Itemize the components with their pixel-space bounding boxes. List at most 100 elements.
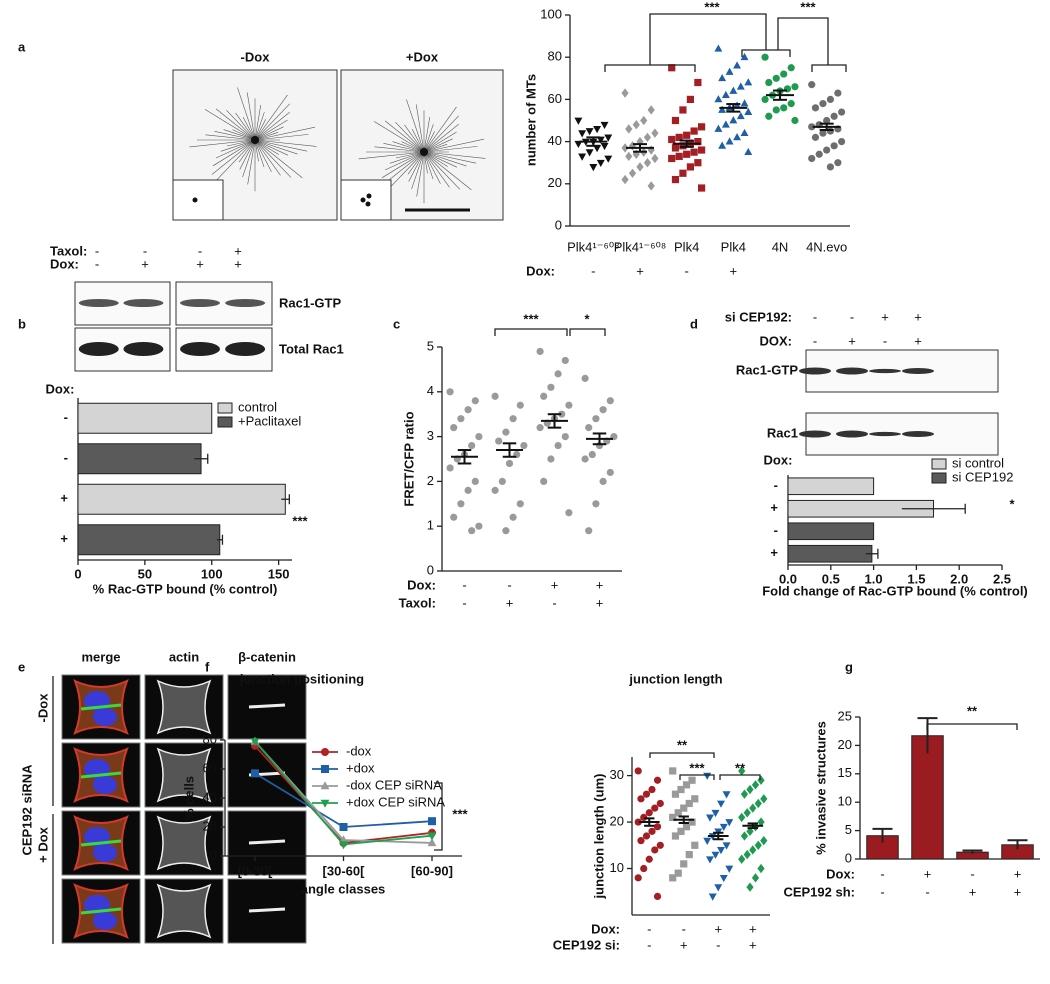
blot-condition: + — [234, 256, 242, 271]
column-label: actin — [169, 649, 199, 664]
data-point — [838, 138, 846, 146]
data-point — [634, 818, 642, 826]
inset-dot — [360, 197, 366, 203]
data-point — [688, 818, 696, 826]
data-point — [671, 144, 680, 152]
chart-title: junction length — [628, 671, 722, 686]
y-tick-label: 20 — [610, 813, 624, 828]
data-point — [760, 794, 768, 804]
condition-value: + — [1014, 866, 1022, 881]
data-point — [721, 90, 730, 99]
data-point — [585, 128, 594, 136]
data-point — [677, 827, 685, 835]
data-point — [604, 134, 613, 142]
panel-letter: b — [18, 316, 26, 331]
microtubule — [415, 104, 425, 153]
data-point — [653, 892, 662, 901]
microtubule — [242, 139, 256, 178]
data-point — [744, 78, 753, 86]
data-point — [634, 767, 642, 775]
data-point — [834, 89, 842, 97]
data-point — [760, 835, 768, 846]
y-tick-label: - — [774, 523, 778, 538]
data-point — [765, 78, 773, 87]
junction — [80, 703, 122, 711]
condition-value: + — [506, 595, 514, 610]
data-point — [744, 147, 753, 156]
blot-band — [180, 299, 220, 307]
data-point — [502, 527, 510, 535]
panel-letter: e — [18, 659, 25, 674]
blot-band — [225, 342, 266, 356]
data-point — [791, 116, 799, 125]
data-point — [698, 146, 706, 154]
data-point — [628, 141, 637, 151]
microtubule — [423, 151, 434, 180]
bar — [911, 735, 944, 860]
panel-letter: c — [393, 316, 400, 331]
data-point — [596, 136, 605, 144]
data-point — [581, 455, 589, 463]
microtubule — [423, 144, 448, 153]
microtubule — [389, 151, 425, 164]
data-point — [738, 766, 746, 776]
data-point — [648, 827, 656, 835]
data-point — [671, 116, 680, 125]
data-point — [592, 415, 600, 423]
condition-value: - — [462, 595, 466, 610]
microtubule — [416, 151, 425, 197]
significance-bracket — [604, 64, 696, 72]
condition-value: - — [647, 937, 651, 952]
microtubule — [392, 141, 425, 153]
condition-value: + — [680, 937, 688, 952]
bar — [787, 522, 875, 541]
y-tick-label: 4 — [427, 383, 434, 398]
y-tick-label: + — [770, 545, 778, 560]
significance-bracket — [649, 752, 715, 758]
microtubule — [254, 126, 315, 141]
condition-value: + — [749, 921, 757, 936]
significance-bracket — [811, 64, 847, 72]
microtubule — [423, 146, 478, 153]
data-point — [621, 174, 629, 185]
y-tick-label: 5 — [427, 338, 434, 353]
data-point — [718, 105, 727, 113]
x-tick-label: 100 — [201, 566, 223, 581]
y-tick-label: 40 — [203, 789, 217, 804]
x-tick-label: [30-60[ — [323, 863, 366, 878]
centrosome — [420, 148, 428, 156]
condition-value: - — [970, 866, 974, 881]
data-point — [787, 64, 795, 72]
data-point — [780, 70, 788, 78]
microtubule — [358, 151, 425, 160]
data-point — [536, 347, 544, 356]
legend-marker — [320, 799, 330, 808]
microtubule — [383, 143, 425, 153]
band-label: Total Rac1 — [279, 341, 344, 356]
data-point — [711, 809, 720, 818]
data-point — [554, 370, 562, 378]
microtubule — [239, 139, 256, 170]
x-tick-label: 2.0 — [950, 571, 968, 586]
microtubule — [381, 151, 425, 179]
junction — [80, 839, 122, 847]
data-point — [505, 459, 514, 468]
microtubule — [411, 151, 425, 190]
y-tick-label: + — [770, 500, 778, 515]
legend-swatch — [931, 458, 947, 470]
data-point — [718, 73, 727, 82]
x-tick-label: Plk4¹⁻⁶⁰⁸ — [567, 239, 620, 254]
data-point — [686, 95, 694, 103]
legend-swatch — [217, 416, 233, 428]
condition-value: + — [714, 921, 722, 936]
microtubule — [423, 151, 461, 190]
data-point — [599, 406, 607, 414]
data-point — [772, 106, 780, 114]
microtubule — [223, 129, 256, 141]
microtubule — [423, 151, 477, 164]
nucleus — [93, 708, 117, 726]
data-point — [823, 116, 831, 125]
data-point — [682, 781, 691, 789]
data-point — [823, 146, 831, 154]
data-point — [754, 840, 762, 850]
